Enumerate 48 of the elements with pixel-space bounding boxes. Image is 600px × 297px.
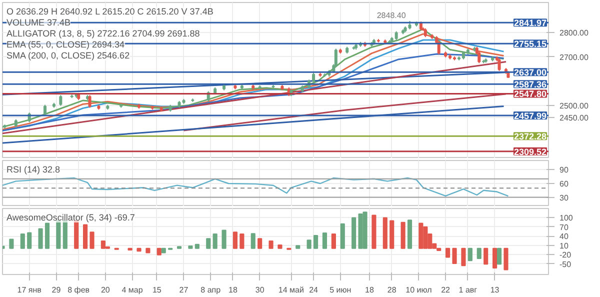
- y-tick-label: 100: [560, 214, 574, 223]
- x-tick-label: 18: [365, 286, 374, 294]
- x-tick-label: 14 май: [278, 286, 304, 294]
- x-tick-label: 30: [255, 286, 265, 294]
- y-tick-label: 10: [560, 241, 569, 250]
- x-tick-label: 1 авг: [458, 286, 478, 294]
- y-tick-label: 2700.00: [560, 52, 589, 62]
- annotation: O 2636.29 H 2640.92 L 2615.20 C 2615.20 V 37.4B: [6, 6, 214, 16]
- x-tick-label: 17 янв: [17, 286, 42, 294]
- y-tick-label: -50: [560, 260, 572, 269]
- y-tick-label: 2450.00: [560, 113, 589, 122]
- x-tick-label: 5 июн: [330, 286, 352, 294]
- ref-line-label: 2637.00: [514, 68, 547, 78]
- y-tick-label: -20: [560, 250, 572, 260]
- x-tick-label: 27: [179, 286, 189, 294]
- ref-line-label: 2372.28: [514, 132, 547, 142]
- y-tick-label: 30: [560, 193, 569, 202]
- annotation: 2848.40: [376, 11, 406, 20]
- ref-line-label: 2547.80: [514, 89, 547, 100]
- text: AwesomeOscillator (5, 34) -69.7: [6, 212, 135, 222]
- text: RSI (14) 32.8: [6, 164, 60, 174]
- annotation: ALLIGATOR (13, 8, 5) 2722.16 2704.99 2691.88: [6, 28, 200, 38]
- annotation: SMA (200, 0, CLOSE) 2546.62: [6, 50, 130, 60]
- x-tick-label: 18: [228, 286, 238, 294]
- annotation: VOLUME 37.4B: [6, 18, 71, 28]
- ref-line-label: 2587.36: [514, 80, 547, 90]
- x-tick-label: 13: [490, 286, 500, 294]
- y-tick-label: 60: [560, 180, 569, 188]
- x-tick-label: 15: [152, 286, 162, 294]
- ref-line-label: 2841.97: [514, 18, 547, 28]
- x-tick-label: 29: [52, 286, 62, 294]
- annotation: EMA (55, 0, CLOSE) 2694.34: [6, 40, 125, 50]
- y-tick-label: 90: [560, 166, 569, 175]
- x-tick-label: 8 фев: [68, 286, 90, 294]
- y-tick-label: 40: [560, 232, 569, 242]
- x-tick-label: 24: [309, 286, 319, 294]
- y-tick-label: 2800.00: [560, 28, 589, 38]
- y-tick-label: 2500.00: [560, 101, 589, 110]
- x-tick-label: 20: [100, 286, 110, 294]
- ref-line-label: 2755.15: [514, 39, 547, 50]
- x-tick-label: 10 июл: [406, 286, 432, 294]
- x-tick-label: 22: [441, 286, 451, 294]
- ref-line-label: 2457.99: [514, 110, 547, 121]
- ref-line-label: 2309.52: [514, 146, 547, 157]
- y-tick-label: 70: [560, 222, 569, 232]
- x-tick-label: 4 мар: [122, 286, 144, 294]
- x-tick-label: 28: [387, 286, 397, 294]
- x-tick-label: 8 апр: [200, 286, 222, 294]
